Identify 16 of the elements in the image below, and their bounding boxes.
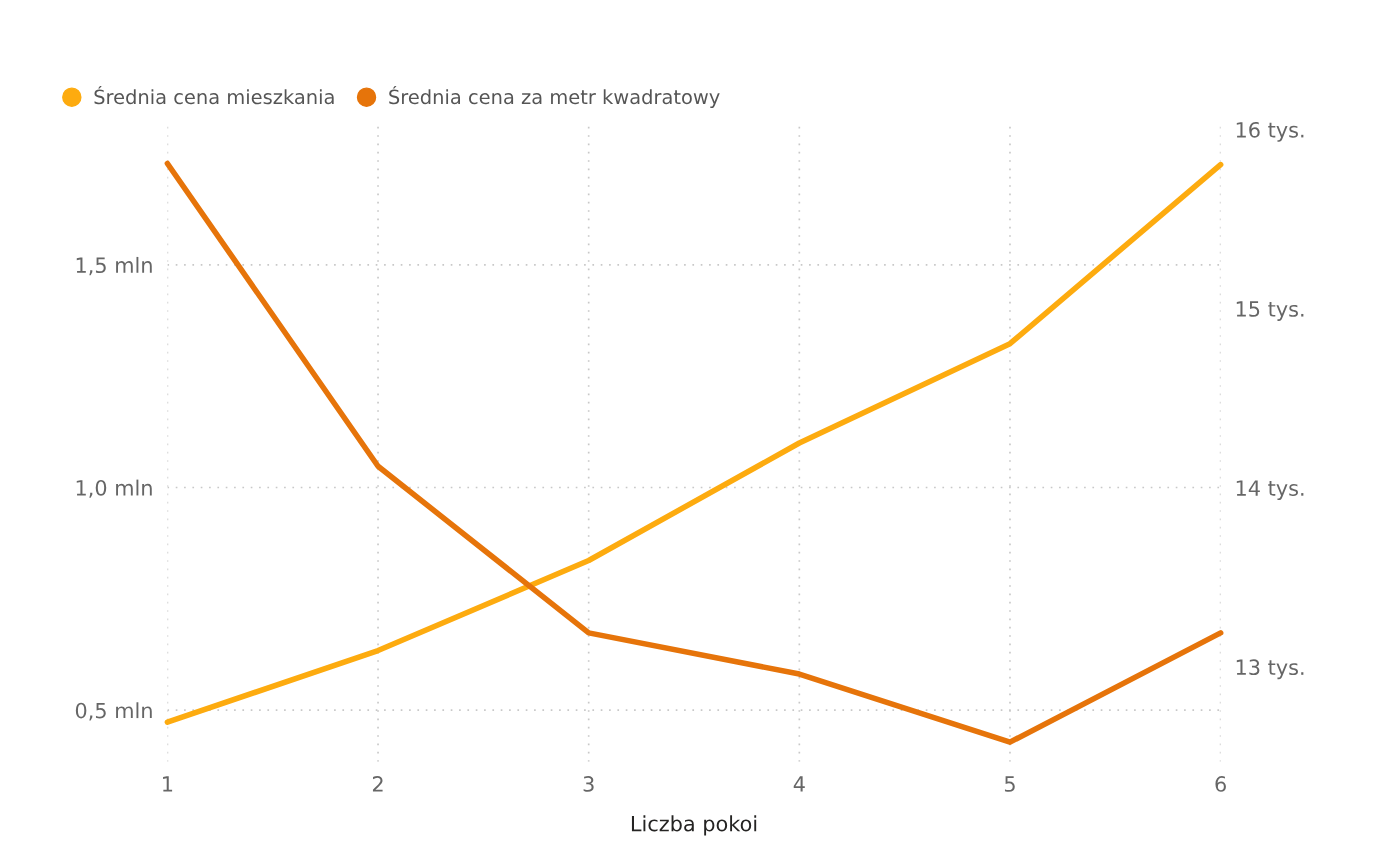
legend-label: Średnia cena mieszkania — [94, 85, 334, 105]
x-tick-label: 3 — [583, 776, 594, 792]
x-axis-title: Liczba pokoi — [631, 815, 757, 836]
x-tick-label: 6 — [1215, 776, 1226, 792]
x-tick-label: 4 — [793, 776, 805, 792]
y-tick-label: 1,0 mln — [76, 479, 152, 498]
y-tick-label: 1,5 mln — [76, 256, 152, 276]
x-tick-label: 5 — [1004, 776, 1015, 792]
x-tick-label: 2 — [372, 776, 383, 792]
legend-label: Średnia cena za metr kwadratowy — [389, 85, 720, 109]
y2-tick-label: 14 tys. — [1236, 480, 1304, 501]
y-tick-label: 0,5 mln — [75, 702, 152, 721]
y2-tick-label: 13 tys. — [1236, 659, 1304, 680]
y2-tick-label: 16 tys. — [1236, 121, 1304, 142]
y2-tick-label: 15 tys. — [1236, 301, 1304, 321]
x-tick-label: 1 — [163, 776, 173, 792]
